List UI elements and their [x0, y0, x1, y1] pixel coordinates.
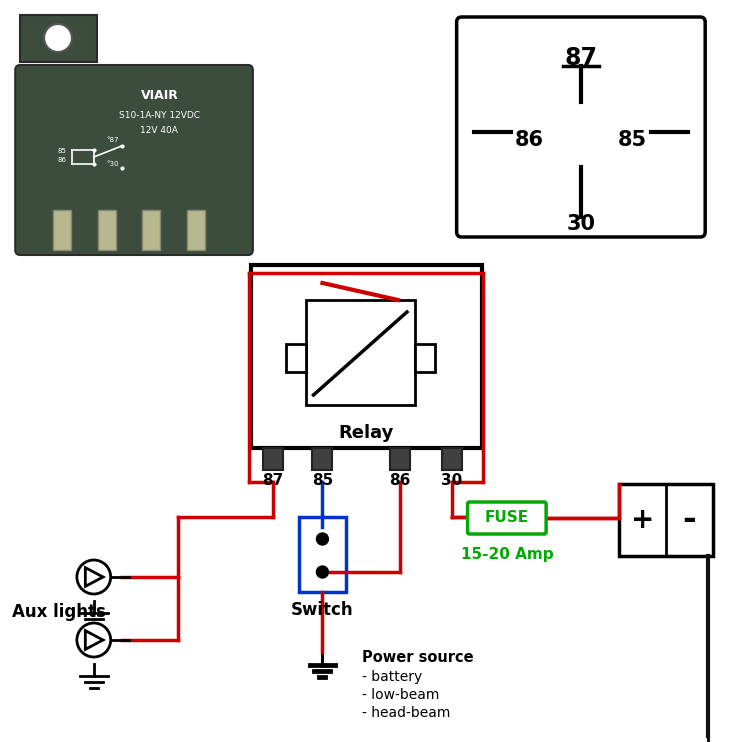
- Text: 87: 87: [262, 473, 283, 487]
- Text: Power source: Power source: [362, 650, 474, 665]
- Text: Aux lights: Aux lights: [12, 603, 106, 621]
- Polygon shape: [85, 568, 103, 586]
- FancyBboxPatch shape: [456, 17, 705, 237]
- Bar: [313, 448, 333, 470]
- Text: 85: 85: [57, 148, 66, 154]
- Bar: [619, 484, 713, 556]
- Bar: [390, 448, 410, 470]
- Text: +: +: [631, 506, 654, 534]
- Bar: [263, 448, 283, 470]
- Text: °87: °87: [107, 137, 119, 143]
- Bar: [98, 210, 116, 250]
- Text: S10-1A-NY 12VDC: S10-1A-NY 12VDC: [119, 111, 200, 119]
- Bar: [299, 517, 347, 592]
- Text: 85: 85: [618, 130, 647, 150]
- Bar: [305, 300, 415, 405]
- Circle shape: [316, 533, 328, 545]
- Text: 86: 86: [389, 473, 411, 487]
- FancyBboxPatch shape: [15, 65, 253, 255]
- Text: - head-beam: - head-beam: [362, 706, 450, 720]
- Text: 87: 87: [565, 46, 598, 70]
- Circle shape: [44, 24, 72, 52]
- Text: Switch: Switch: [291, 601, 354, 619]
- Text: FUSE: FUSE: [485, 510, 529, 525]
- Text: 12V 40A: 12V 40A: [141, 125, 178, 134]
- Circle shape: [316, 566, 328, 578]
- Circle shape: [77, 623, 110, 657]
- Text: 85: 85: [312, 473, 333, 487]
- Bar: [143, 210, 160, 250]
- Text: 86: 86: [57, 157, 66, 163]
- Text: - battery: - battery: [362, 670, 422, 684]
- Text: - low-beam: - low-beam: [362, 688, 439, 702]
- Polygon shape: [85, 631, 103, 649]
- Bar: [53, 210, 71, 250]
- Text: 86: 86: [514, 130, 544, 150]
- FancyBboxPatch shape: [467, 502, 546, 534]
- Text: 15-20 Amp: 15-20 Amp: [461, 547, 553, 562]
- Circle shape: [77, 560, 110, 594]
- Bar: [286, 344, 305, 372]
- Bar: [442, 448, 461, 470]
- Bar: [415, 344, 435, 372]
- Bar: [187, 210, 205, 250]
- Text: 30: 30: [441, 473, 462, 487]
- Text: Relay: Relay: [339, 424, 394, 442]
- Polygon shape: [20, 15, 96, 62]
- Text: -: -: [683, 504, 696, 536]
- Bar: [251, 265, 481, 448]
- Text: 30: 30: [567, 214, 595, 234]
- Text: VIAIR: VIAIR: [141, 88, 178, 102]
- Text: °30: °30: [107, 161, 119, 167]
